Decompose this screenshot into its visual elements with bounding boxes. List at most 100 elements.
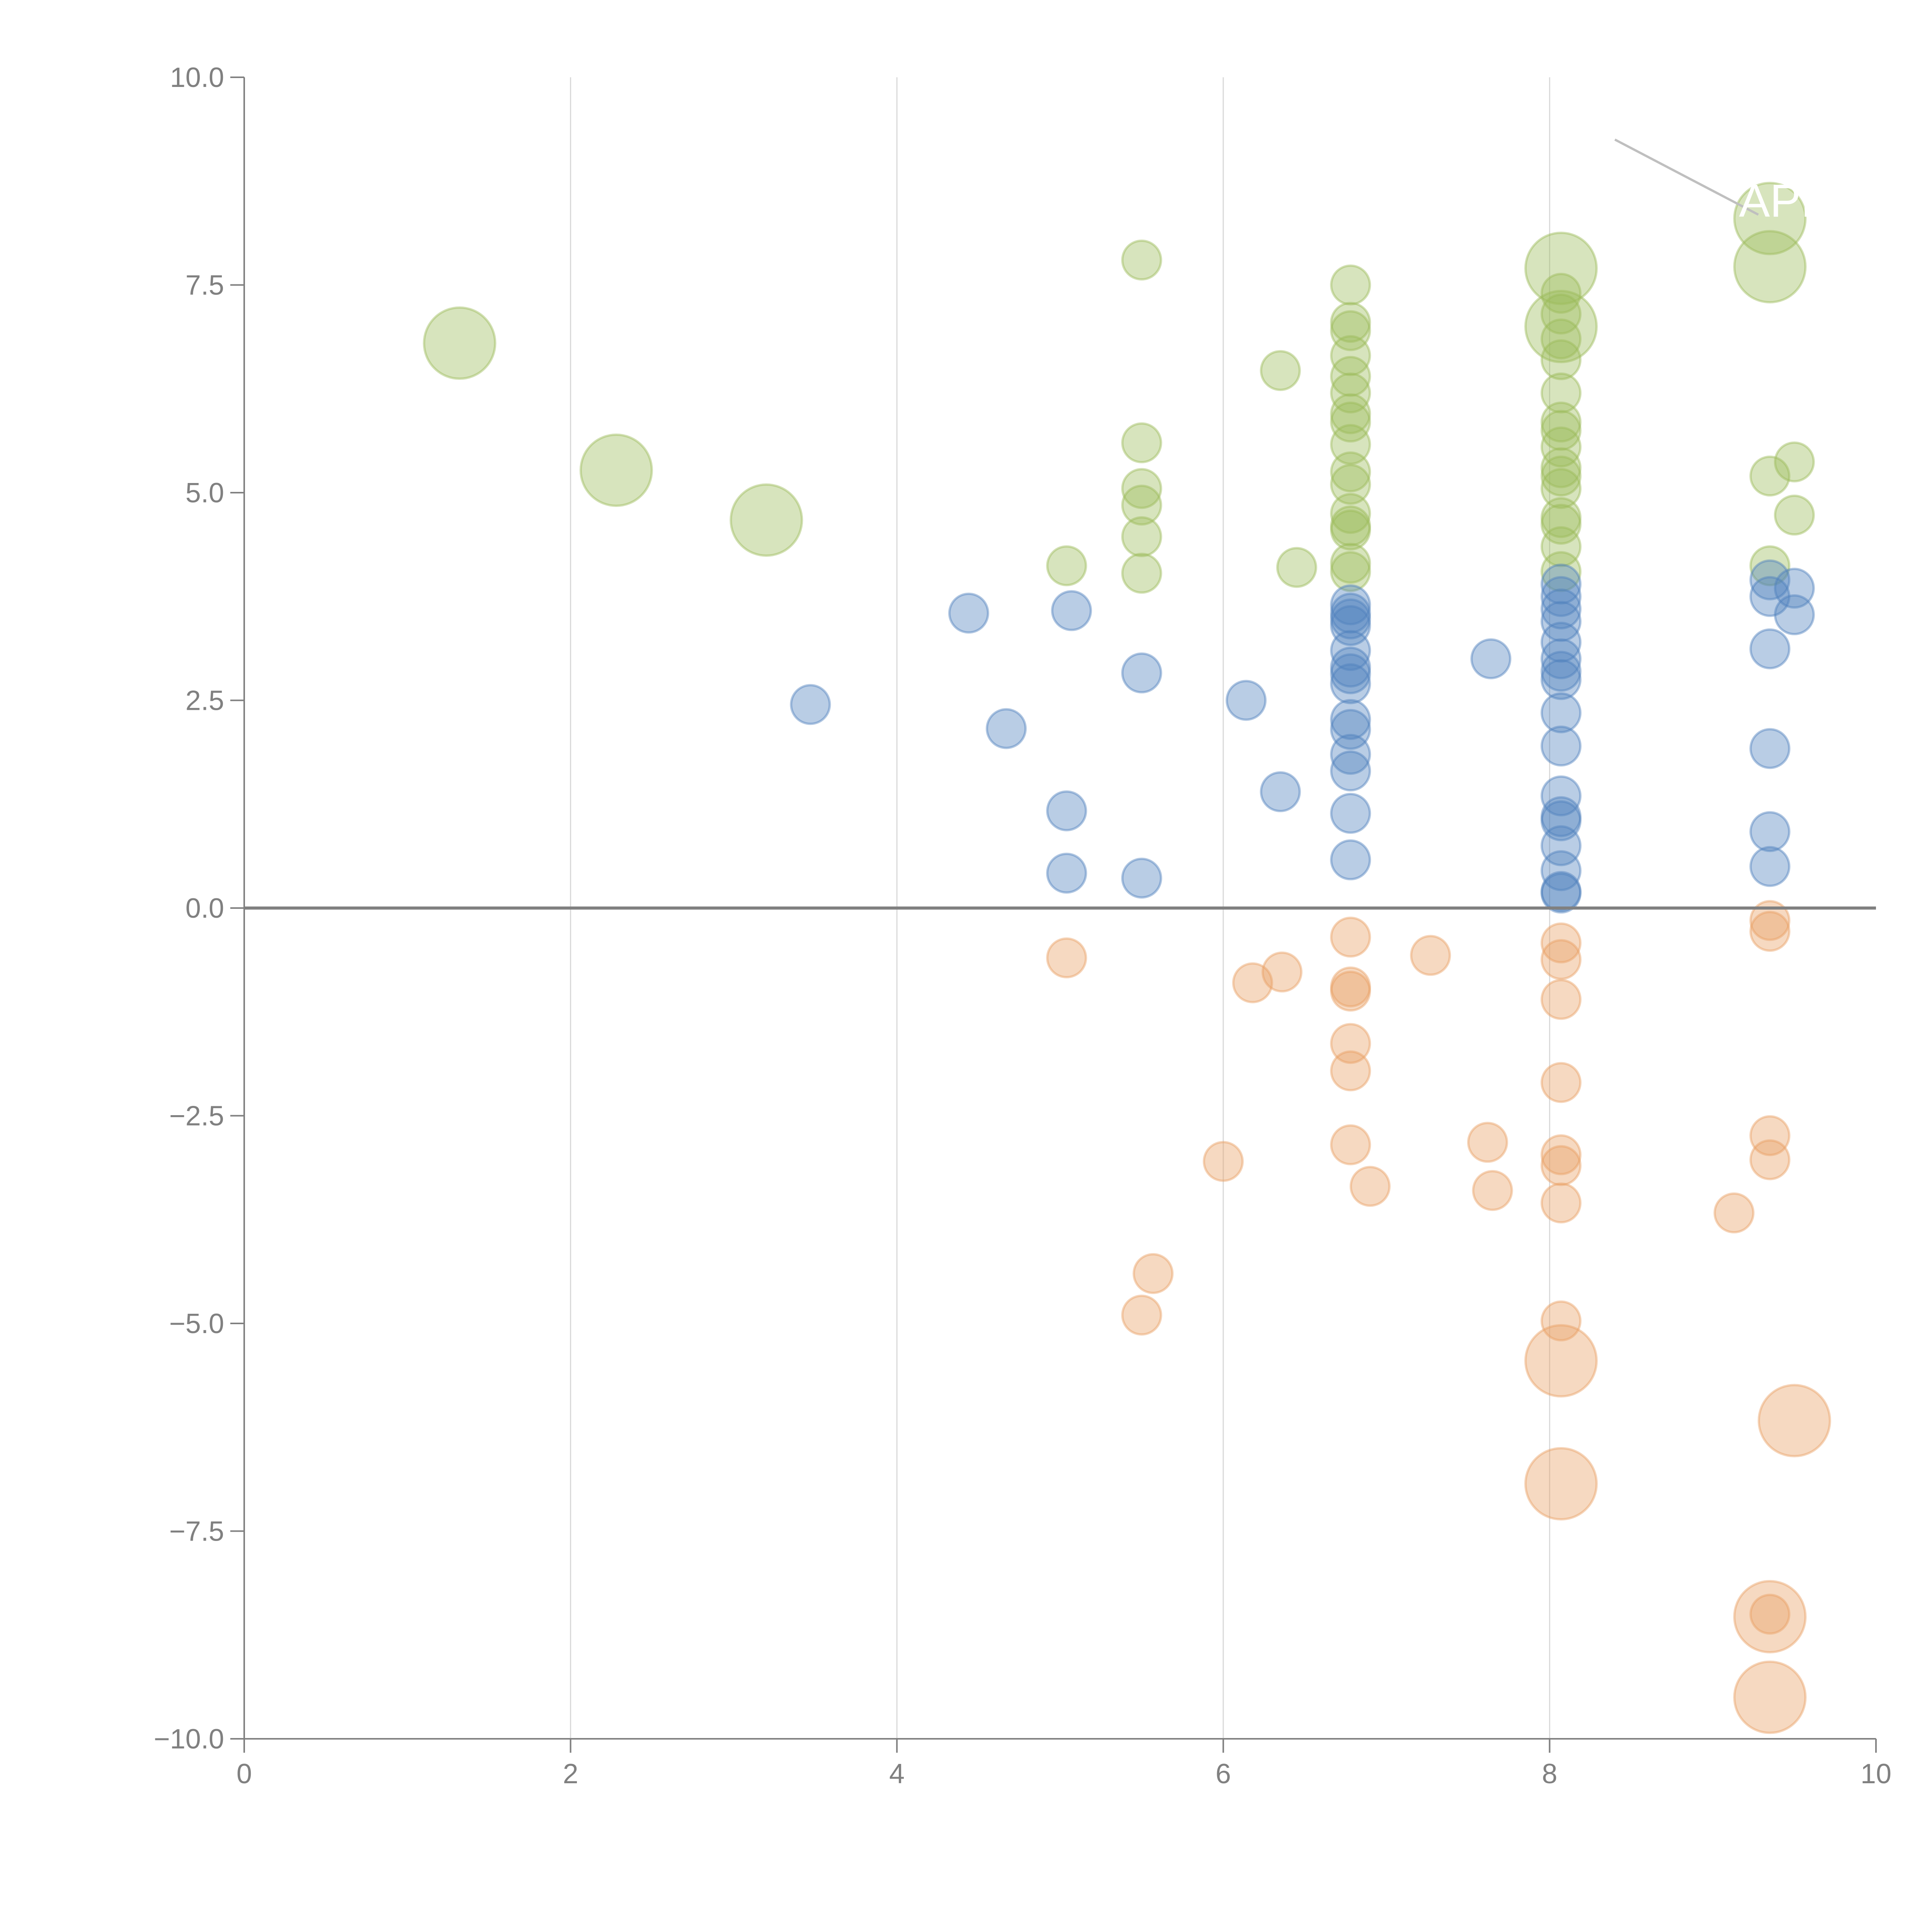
data-point[interactable] [1540,339,1582,380]
data-point[interactable] [1133,1253,1174,1294]
data-point[interactable] [1330,493,1371,534]
data-point[interactable] [1749,559,1791,600]
data-point[interactable] [1524,1324,1598,1398]
data-point[interactable] [1330,505,1371,546]
data-point[interactable] [1524,231,1598,305]
data-point[interactable] [1260,350,1301,391]
data-point[interactable] [1540,293,1582,335]
data-point[interactable] [1757,1384,1831,1458]
data-point[interactable] [1330,966,1371,1008]
data-point[interactable] [1540,725,1582,767]
data-point[interactable] [1330,401,1371,443]
data-point[interactable] [1733,1660,1807,1734]
data-point[interactable] [1046,545,1087,587]
data-point[interactable] [1330,372,1371,413]
data-point[interactable] [1330,310,1371,351]
data-point[interactable] [1121,553,1162,594]
data-point[interactable] [1330,464,1371,505]
data-point[interactable] [1540,796,1582,837]
data-point[interactable] [1540,526,1582,567]
data-point[interactable] [1467,1122,1508,1163]
data-point[interactable] [1540,638,1582,679]
data-point[interactable] [1330,630,1371,671]
data-point[interactable] [1330,393,1371,434]
data-point[interactable] [1330,709,1371,750]
data-point[interactable] [1540,872,1582,914]
data-point[interactable] [1540,318,1582,360]
data-point[interactable] [1540,1300,1582,1342]
data-point[interactable] [1749,811,1791,852]
data-point[interactable] [1472,1170,1513,1211]
data-point[interactable] [1330,605,1371,646]
data-point[interactable] [1330,451,1371,493]
data-point[interactable] [1330,424,1371,465]
data-point[interactable] [1540,800,1582,842]
data-point[interactable] [1330,356,1371,397]
data-point[interactable] [1121,240,1162,281]
data-point[interactable] [1202,1141,1244,1182]
data-point[interactable] [1540,503,1582,545]
data-point[interactable] [1330,302,1371,343]
data-point[interactable] [1330,509,1371,551]
data-point[interactable] [1749,911,1791,952]
data-point[interactable] [1524,290,1598,363]
data-point[interactable] [1749,545,1791,587]
data-point[interactable] [1330,839,1371,881]
data-point[interactable] [1540,1062,1582,1103]
data-point[interactable] [1330,699,1371,740]
data-point[interactable] [1540,401,1582,443]
data-point[interactable] [1330,551,1371,592]
data-point[interactable] [1470,638,1512,679]
data-point[interactable] [1225,680,1267,721]
data-point[interactable] [1540,692,1582,733]
data-point[interactable] [1774,568,1815,609]
data-point[interactable] [1330,264,1371,306]
data-point[interactable] [1540,850,1582,891]
data-point[interactable] [1540,563,1582,605]
data-point[interactable] [1540,775,1582,816]
data-point[interactable] [1330,335,1371,376]
data-point[interactable] [1330,750,1371,792]
data-point[interactable] [1540,622,1582,663]
data-point[interactable] [1121,516,1162,557]
data-point[interactable] [1330,971,1371,1012]
data-point[interactable] [1121,857,1162,899]
data-point[interactable] [1051,590,1092,631]
data-point[interactable] [1749,846,1791,887]
data-point[interactable] [1410,935,1451,976]
data-point[interactable] [1749,576,1791,617]
data-point[interactable] [1774,441,1815,483]
data-point[interactable] [1330,646,1371,688]
data-point[interactable] [1330,663,1371,704]
data-point[interactable] [1540,576,1582,617]
data-point[interactable] [1749,1594,1791,1635]
data-point[interactable] [1733,1580,1807,1653]
data-point[interactable] [1046,790,1087,832]
data-point[interactable] [1046,937,1087,978]
data-point[interactable] [1540,979,1582,1020]
data-point[interactable] [1540,447,1582,488]
data-point[interactable] [1121,1294,1162,1336]
data-point[interactable] [1749,456,1791,497]
data-point[interactable] [1540,273,1582,314]
data-point[interactable] [1540,497,1582,538]
data-point[interactable] [1749,1115,1791,1156]
data-point[interactable] [1046,852,1087,894]
data-point[interactable] [1540,588,1582,629]
data-point[interactable] [579,433,653,507]
data-point[interactable] [1540,1182,1582,1224]
data-point[interactable] [1524,1447,1598,1520]
data-point[interactable] [1349,1166,1391,1207]
data-point[interactable] [1330,917,1371,958]
data-point[interactable] [1330,653,1371,694]
data-point[interactable] [1774,495,1815,536]
data-point[interactable] [423,306,497,380]
data-point[interactable] [1330,1023,1371,1064]
data-point[interactable] [1330,793,1371,834]
data-point[interactable] [1540,659,1582,700]
data-point[interactable] [1733,182,1807,255]
data-point[interactable] [1330,1050,1371,1092]
data-point[interactable] [1330,543,1371,584]
data-point[interactable] [790,684,831,725]
data-point[interactable] [1540,825,1582,866]
